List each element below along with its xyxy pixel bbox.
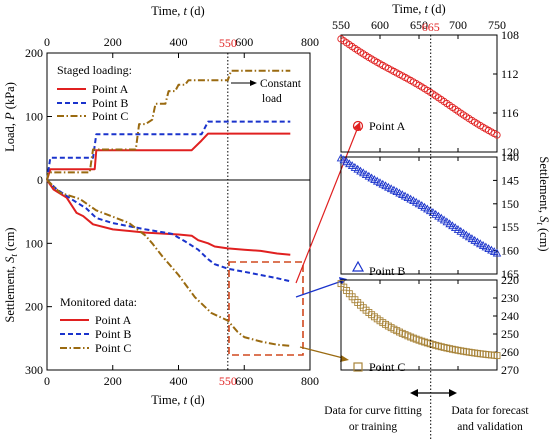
main-top-x-tick-label: 400: [170, 35, 188, 49]
constant-load-line1: Constant: [260, 78, 302, 90]
right-y-tick-label: 140: [501, 150, 519, 164]
load-point-b-line: [46, 120, 291, 181]
settlement-point-c-line: [46, 179, 291, 347]
bottom-legend: Monitored data: Point A Point B Point C: [60, 295, 137, 355]
note-forecast-line2: and validation: [457, 421, 523, 433]
connector-arrow-c: [299, 346, 344, 359]
top-legend-label-b: Point B: [92, 96, 128, 110]
main-top-x-tick-label: 800: [301, 35, 319, 49]
right-x-tick-labels: 550 600 650 700 750: [332, 18, 506, 32]
main-bottom-y-tick-label: 0: [37, 173, 43, 187]
right-x-tick-label: 550: [332, 18, 350, 32]
right-settlement-axis-title: Settlement, St (cm): [535, 156, 550, 251]
main-bottom-x-tick-label: 0: [44, 374, 50, 388]
right-y-tick-label: 145: [501, 173, 519, 187]
constant-load-arrowhead: [250, 80, 257, 86]
main-series: [46, 69, 291, 347]
main-y-tick-labels: 100 200 0 100 200 300: [25, 46, 43, 377]
main-top-x-ticks: 0 200 400 600 800: [44, 35, 319, 49]
main-top-x-axis-title: Time, t (d): [151, 4, 204, 18]
right-data-point: [493, 131, 501, 139]
connector-arrow-b: [295, 280, 343, 298]
connector-arrow-a: [295, 126, 359, 284]
top-legend: Staged loading: Point A Point B Point C: [57, 63, 132, 123]
right-legend-marker-a: [352, 120, 364, 132]
main-bottom-x-tick-label: 800: [301, 374, 319, 388]
right-panel-point-c: 220 230 240 250 260 270: [337, 273, 519, 377]
right-x-tick-label: 700: [449, 18, 467, 32]
main-top-x-tick-label: 600: [235, 35, 253, 49]
right-legend-marker-c: [353, 362, 363, 372]
settlement-point-b-line: [46, 179, 291, 283]
right-panel-point-b: 140 145 150 155 160 165: [336, 150, 519, 281]
right-y-tick-label: 116: [501, 106, 519, 120]
right-y-tick-label: 240: [501, 309, 519, 323]
right-y-tick-label: 160: [501, 244, 519, 258]
right-panel-c-frame: [340, 279, 498, 371]
right-y-tick-label: 260: [501, 345, 519, 359]
right-panel-point-a: 108 112 116 120: [337, 28, 519, 159]
main-load-axis-title: Load, P (kPa): [3, 82, 17, 152]
right-y-tick-label: 150: [501, 197, 519, 211]
right-y-tick-label: 155: [501, 220, 519, 234]
right-y-tick-label: 108: [501, 28, 519, 42]
right-x-tick-label: 600: [371, 18, 389, 32]
split-arrowhead-left: [410, 389, 418, 397]
note-fitting-line1: Data for curve fitting: [324, 405, 422, 417]
connector-arrowhead-a: [353, 122, 361, 131]
main-bottom-y-tick-label: 100: [25, 236, 43, 250]
main-top-y-tick-label: 100: [25, 110, 43, 124]
top-legend-label-a: Point A: [92, 82, 129, 96]
main-bottom-x-tick-label: 600: [235, 374, 253, 388]
right-x-axis-title: Time, t (d): [392, 2, 445, 16]
right-x-tick-label: 650: [410, 18, 428, 32]
top-legend-label-c: Point C: [92, 109, 128, 123]
main-bottom-x-axis-title: Time, t (d): [151, 393, 204, 407]
main-bottom-y-tick-label: 200: [25, 300, 43, 314]
top-legend-title: Staged loading:: [57, 63, 132, 77]
bottom-legend-label-b: Point B: [95, 327, 131, 341]
right-legend-label-b: Point B: [369, 264, 405, 278]
note-fitting-line2: or training: [349, 421, 397, 433]
main-top-y-tick-label: 200: [25, 46, 43, 60]
main-bottom-x-tick-label: 200: [104, 374, 122, 388]
right-legend-label-a: Point A: [369, 119, 406, 133]
right-x-tick-label: 750: [488, 18, 506, 32]
right-y-tick-label: 230: [501, 291, 519, 305]
right-y-tick-label: 270: [501, 363, 519, 377]
main-top-x-tick-label: 200: [104, 35, 122, 49]
main-bottom-x-ticks: 0 200 400 600 800: [44, 374, 319, 388]
right-y-tick-label: 112: [501, 67, 519, 81]
connector-arrowhead-c: [340, 355, 349, 362]
right-y-tick-label: 165: [501, 267, 519, 281]
load-point-a-line: [46, 132, 291, 181]
right-data-point: [493, 352, 501, 360]
right-panels: 1081121161201401451501551601652202302402…: [336, 28, 519, 377]
right-y-tick-label: 120: [501, 145, 519, 159]
main-settlement-axis-title: Settlement, St (cm): [3, 227, 19, 322]
load-point-c-line: [46, 69, 291, 181]
right-y-tick-label: 250: [501, 327, 519, 341]
right-split-label: 665: [422, 20, 440, 34]
right-legend-label-c: Point C: [369, 360, 405, 374]
note-forecast-line1: Data for forecast: [451, 405, 529, 417]
main-top-x-tick-label: 0: [44, 35, 50, 49]
main-window-highlight: [228, 261, 304, 356]
settlement-point-a-line: [46, 179, 291, 256]
split-arrowhead-right: [449, 389, 457, 397]
right-legend-marker-b: [351, 260, 365, 272]
bottom-legend-title: Monitored data:: [60, 295, 137, 309]
bottom-legend-label-c: Point C: [95, 341, 131, 355]
main-bottom-y-tick-label: 300: [25, 363, 43, 377]
main-bottom-x-tick-label: 400: [170, 374, 188, 388]
main-cutoff-label-bottom: 550: [219, 374, 237, 388]
main-cutoff-label-top: 550: [219, 36, 237, 50]
constant-load-line2: load: [262, 93, 282, 105]
right-data-point: [492, 248, 502, 257]
right-y-tick-label: 220: [501, 273, 519, 287]
bottom-legend-label-a: Point A: [95, 313, 132, 327]
